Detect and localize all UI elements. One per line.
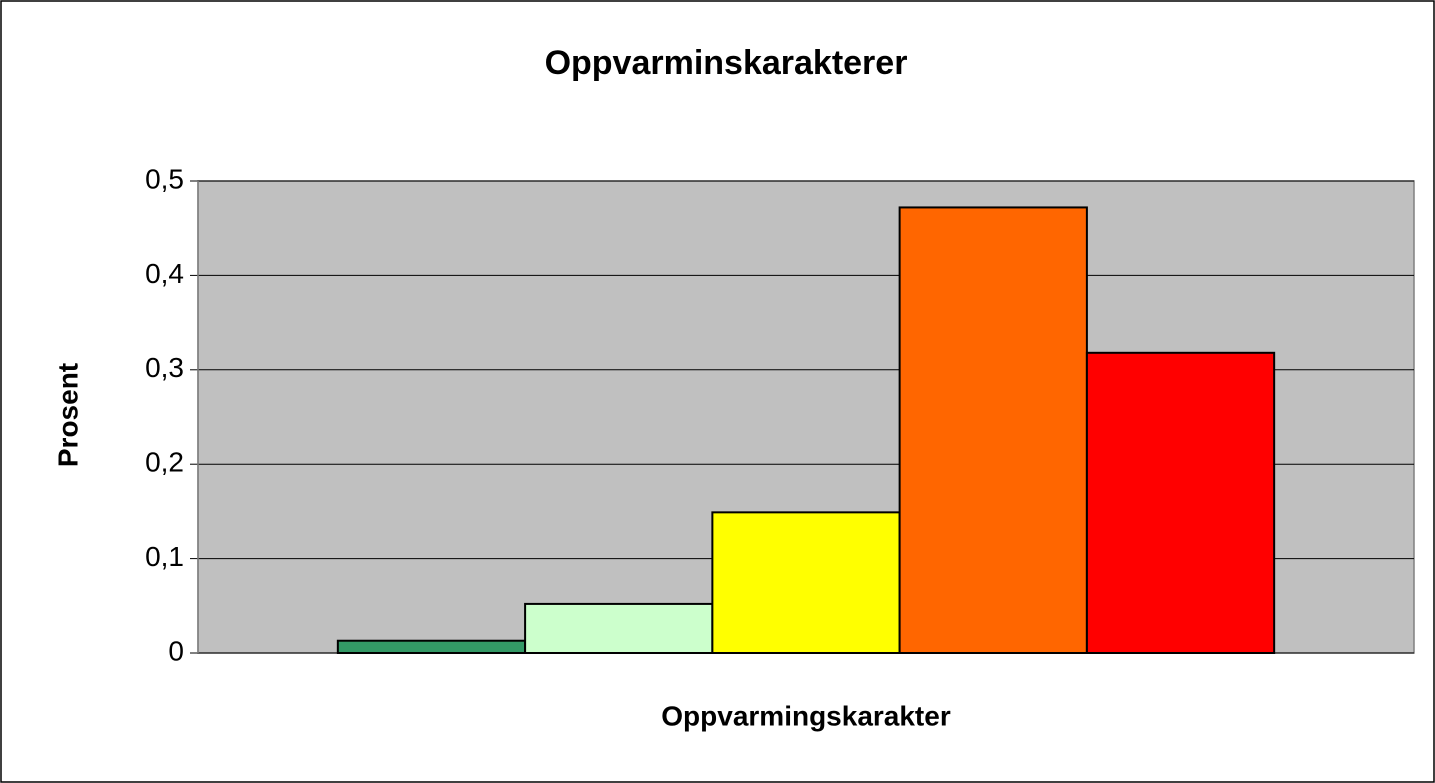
bar <box>1085 351 1276 654</box>
y-tick-label: 0 <box>168 635 184 666</box>
y-tick-label: 0,2 <box>145 447 184 478</box>
bar <box>336 639 527 655</box>
bar <box>898 206 1088 654</box>
y-tick-label: 0,1 <box>145 541 184 572</box>
bar <box>711 511 901 654</box>
y-axis-label: Prosent <box>52 363 83 467</box>
chart-title: Oppvarminskarakterer <box>545 44 908 82</box>
y-tick-label: 0,5 <box>145 163 184 194</box>
bar <box>524 602 714 654</box>
x-axis-label: Oppvarmingskarakter <box>661 700 951 731</box>
y-tick-label: 0,3 <box>145 352 184 383</box>
y-tick-label: 0,4 <box>145 258 184 289</box>
